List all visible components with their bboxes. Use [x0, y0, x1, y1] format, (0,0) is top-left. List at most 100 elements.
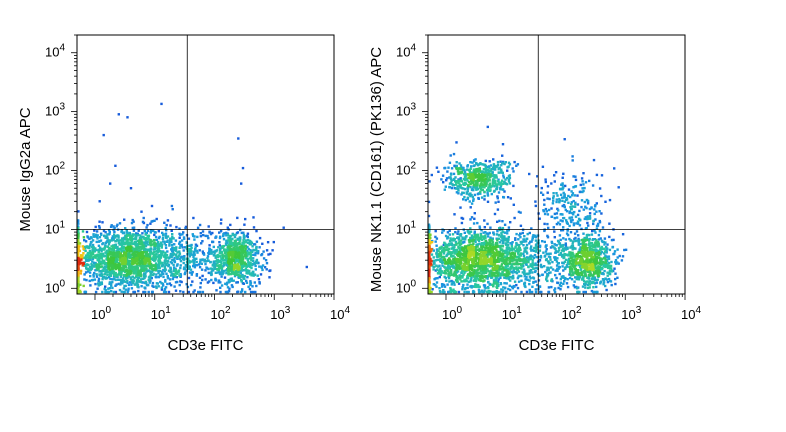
event-point — [175, 249, 178, 252]
event-point — [465, 168, 469, 171]
event-point — [438, 287, 441, 290]
event-point — [567, 257, 571, 260]
event-point — [495, 233, 499, 236]
event-point — [192, 262, 196, 265]
event-point — [453, 256, 456, 259]
event-point — [555, 244, 558, 247]
event-point — [546, 234, 549, 238]
event-point — [495, 185, 499, 189]
event-point — [463, 169, 466, 172]
event-point — [442, 252, 446, 255]
event-point — [548, 197, 551, 201]
event-point — [113, 277, 116, 281]
event-point — [533, 253, 537, 257]
event-point — [180, 280, 183, 284]
event-point — [556, 281, 560, 285]
event-point — [225, 251, 229, 254]
event-point — [174, 247, 178, 251]
event-point — [230, 250, 234, 254]
event-point — [84, 246, 87, 249]
event-point — [449, 176, 452, 179]
event-point — [513, 280, 517, 283]
event-point — [184, 227, 187, 230]
event-point — [219, 260, 223, 264]
event-point — [580, 205, 583, 209]
event-point — [451, 183, 454, 186]
event-point — [192, 216, 195, 220]
event-point — [477, 285, 481, 288]
event-point — [233, 242, 236, 245]
event-point — [128, 241, 132, 244]
event-point — [461, 236, 464, 239]
event-point — [586, 217, 590, 220]
event-point — [478, 225, 481, 228]
event-point — [554, 171, 558, 174]
event-point — [207, 271, 210, 275]
event-point — [83, 290, 86, 294]
event-point — [498, 227, 501, 230]
event-point — [521, 240, 524, 244]
event-point — [440, 270, 443, 273]
event-point — [230, 265, 233, 269]
event-point — [115, 283, 118, 286]
event-point — [546, 272, 549, 276]
event-point — [446, 283, 449, 286]
event-point — [539, 254, 543, 258]
event-point — [440, 285, 444, 288]
event-point — [128, 245, 131, 249]
event-point — [501, 154, 504, 157]
event-point — [546, 197, 549, 200]
y-tick-label: 102 — [45, 161, 65, 178]
event-point — [590, 233, 594, 236]
event-point — [504, 237, 507, 240]
event-point — [428, 225, 431, 228]
event-point — [97, 225, 101, 228]
event-point — [472, 185, 475, 189]
event-point — [566, 233, 570, 237]
event-point — [109, 258, 112, 261]
event-point — [89, 274, 92, 278]
event-point — [614, 282, 617, 286]
event-point — [596, 278, 599, 281]
event-point — [439, 273, 443, 276]
event-point — [238, 241, 241, 244]
event-point — [160, 246, 163, 249]
event-point — [547, 226, 550, 230]
event-point — [536, 263, 539, 267]
event-point — [466, 275, 469, 278]
event-point — [149, 247, 152, 250]
event-point — [110, 224, 113, 227]
event-point — [534, 200, 537, 203]
event-point — [458, 162, 461, 165]
event-point — [169, 252, 173, 256]
event-point — [470, 276, 473, 279]
event-point — [239, 257, 242, 260]
event-point — [233, 235, 237, 239]
event-point — [470, 202, 474, 205]
event-point — [474, 279, 478, 283]
event-point — [576, 220, 580, 223]
event-point — [192, 255, 195, 259]
event-point — [523, 270, 526, 273]
event-point — [582, 189, 585, 193]
event-point — [560, 284, 563, 288]
event-point — [566, 229, 569, 232]
event-point — [249, 290, 253, 294]
event-point — [132, 229, 136, 232]
event-point — [531, 259, 534, 262]
event-point — [437, 170, 440, 173]
event-point — [160, 282, 163, 285]
event-point — [130, 271, 133, 274]
event-point — [501, 162, 504, 165]
event-point — [578, 265, 582, 269]
event-point — [613, 267, 616, 270]
event-point — [475, 243, 478, 247]
event-point — [252, 257, 255, 260]
event-point — [161, 265, 164, 268]
event-point — [93, 265, 96, 268]
event-point — [208, 230, 211, 233]
event-point — [514, 238, 517, 241]
event-point — [175, 276, 178, 279]
event-point — [143, 249, 147, 253]
event-point — [582, 232, 585, 235]
